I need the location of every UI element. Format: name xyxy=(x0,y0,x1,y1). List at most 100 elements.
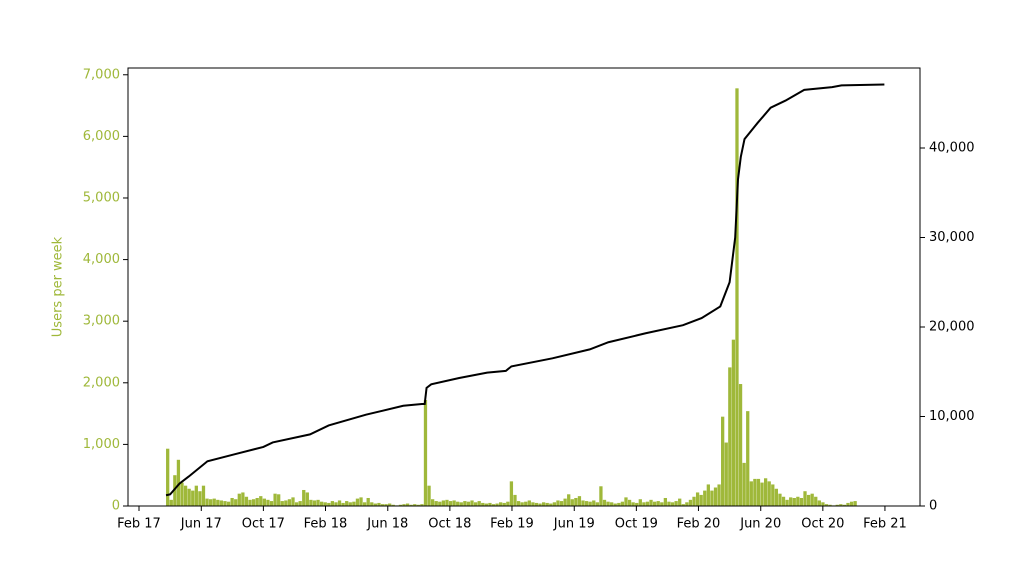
bar xyxy=(635,502,639,506)
y-tick-label: 3,000 xyxy=(83,314,120,329)
bar xyxy=(667,501,671,506)
bar xyxy=(839,504,843,506)
bar xyxy=(180,482,184,506)
bar xyxy=(273,493,277,506)
bar xyxy=(334,502,338,506)
bar xyxy=(173,475,177,506)
bar xyxy=(362,502,367,506)
x-tick-label: Jun 20 xyxy=(739,517,781,532)
bar xyxy=(198,491,202,506)
bar xyxy=(577,496,582,506)
bar xyxy=(771,484,775,506)
bar xyxy=(330,501,335,506)
bar xyxy=(216,499,220,506)
bar xyxy=(835,504,839,506)
x-tick-label: Feb 18 xyxy=(304,517,348,532)
bar xyxy=(527,500,531,506)
bar xyxy=(352,501,356,506)
bar xyxy=(581,500,585,506)
bar xyxy=(441,500,446,506)
cumulative-line xyxy=(165,83,885,497)
bar xyxy=(849,501,854,506)
bar xyxy=(620,501,625,506)
bar xyxy=(767,481,771,506)
bar xyxy=(366,497,370,506)
bar xyxy=(778,493,782,506)
bar xyxy=(384,504,388,506)
bar xyxy=(792,497,796,506)
bar xyxy=(413,504,417,506)
bar xyxy=(266,499,270,506)
bar xyxy=(287,499,292,506)
bar xyxy=(176,459,181,506)
bar xyxy=(294,502,299,506)
y2-tick-label: 10,000 xyxy=(929,409,975,424)
bar xyxy=(796,496,800,506)
bar xyxy=(760,482,764,506)
bar xyxy=(491,504,496,506)
bar xyxy=(488,502,492,506)
bar xyxy=(592,500,596,506)
bar xyxy=(785,499,789,506)
x-tick-label: Jun 17 xyxy=(180,517,222,532)
bar xyxy=(531,502,535,506)
bar xyxy=(706,484,710,506)
bar xyxy=(645,501,650,506)
bar xyxy=(731,339,736,506)
bar xyxy=(781,496,786,506)
x-tick-label: Feb 20 xyxy=(677,517,721,532)
bar xyxy=(584,501,589,506)
x-tick-label: Oct 17 xyxy=(242,517,285,532)
bar xyxy=(649,499,653,506)
bar xyxy=(595,502,599,506)
bar xyxy=(789,497,793,506)
bar xyxy=(380,504,385,506)
bar xyxy=(602,499,607,506)
bar xyxy=(674,501,678,506)
bar xyxy=(431,499,435,506)
bar xyxy=(842,504,847,506)
bar xyxy=(484,503,488,506)
y2-tick-label: 0 xyxy=(929,499,937,514)
bar xyxy=(241,492,245,506)
bar xyxy=(398,504,403,506)
bar xyxy=(692,496,696,506)
bar xyxy=(205,498,209,506)
bar xyxy=(549,503,553,506)
bar xyxy=(509,481,514,506)
bar xyxy=(631,502,635,506)
bar xyxy=(212,498,216,506)
y-tick-label: 5,000 xyxy=(83,190,120,205)
bar xyxy=(291,497,295,506)
bar xyxy=(438,501,442,506)
bar xyxy=(226,501,231,506)
bar xyxy=(728,367,732,506)
bar xyxy=(638,499,642,506)
bar xyxy=(445,499,449,506)
bar xyxy=(191,490,195,506)
bar xyxy=(302,489,306,506)
bar xyxy=(570,499,574,506)
bar xyxy=(448,501,453,506)
bar xyxy=(627,499,632,506)
bar xyxy=(377,502,381,506)
y-tick-label: 1,000 xyxy=(83,437,120,452)
bar xyxy=(388,503,392,506)
bar xyxy=(473,502,478,506)
bar xyxy=(552,502,557,506)
bar xyxy=(423,400,428,506)
x-tick-label: Jun 19 xyxy=(553,517,595,532)
bar xyxy=(244,496,249,506)
bar xyxy=(259,496,263,506)
bar xyxy=(187,488,191,506)
bar xyxy=(359,497,363,506)
bar xyxy=(312,500,317,506)
bar xyxy=(337,500,342,506)
bar xyxy=(223,501,227,506)
bar xyxy=(169,499,173,506)
bar xyxy=(269,501,274,506)
bar xyxy=(370,502,374,506)
bar xyxy=(466,501,471,506)
bar xyxy=(420,504,424,506)
